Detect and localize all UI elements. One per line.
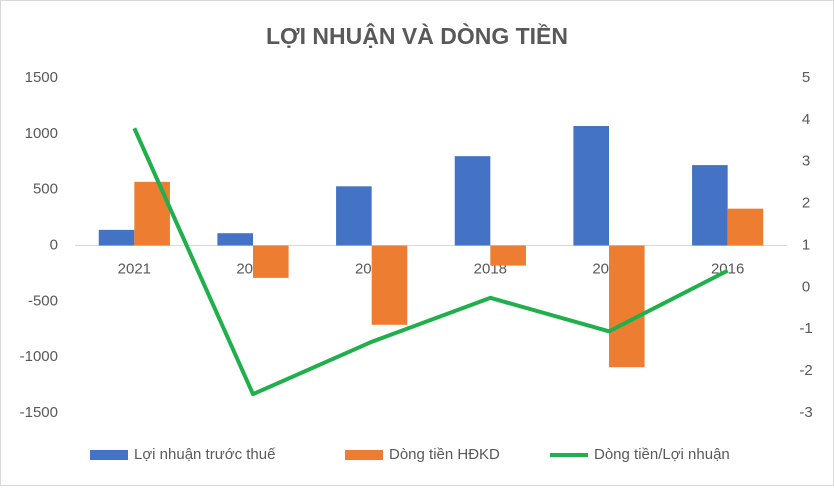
- bar: [253, 245, 289, 278]
- y-tick-label: -1000: [20, 348, 58, 365]
- legend-label: Dòng tiền/Lợi nhuận: [594, 446, 730, 463]
- bar: [692, 165, 728, 246]
- line: [132, 127, 729, 397]
- y2-tick-label: 1: [802, 236, 810, 253]
- y2-tick-label: 0: [802, 278, 810, 295]
- y2-tick-label: 2: [802, 195, 810, 212]
- legend-label: Dòng tiền HĐKD: [389, 446, 500, 463]
- bar: [98, 229, 135, 246]
- legend-label: Lợi nhuận trước thuế: [134, 446, 276, 463]
- y-tick-label: -500: [28, 292, 58, 309]
- y-tick-label: 1500: [25, 69, 58, 86]
- bar: [573, 126, 609, 246]
- y2-tick-label: 5: [802, 69, 810, 86]
- y2-tick-label: 4: [802, 111, 810, 128]
- y-tick-label: 500: [33, 181, 58, 198]
- bar: [490, 245, 526, 266]
- bar: [336, 186, 372, 246]
- bar: [454, 156, 491, 246]
- bar: [371, 245, 408, 325]
- bar: [727, 208, 764, 246]
- y2-tick-label: -1: [799, 320, 812, 337]
- bar: [217, 233, 253, 246]
- y2-tick-label: 3: [802, 153, 810, 170]
- chart-title: LỢI NHUẬN VÀ DÒNG TIỀN: [266, 22, 568, 49]
- legend-marker: [345, 450, 383, 460]
- legend-marker: [90, 450, 128, 460]
- y-tick-label: -1500: [20, 404, 58, 421]
- y2-tick-label: -2: [799, 362, 812, 379]
- y2-tick-label: -3: [799, 404, 812, 421]
- x-tick-label: 2021: [118, 260, 151, 277]
- bar: [609, 245, 645, 368]
- y-tick-label: 0: [50, 236, 58, 253]
- y-tick-label: 1000: [25, 125, 58, 142]
